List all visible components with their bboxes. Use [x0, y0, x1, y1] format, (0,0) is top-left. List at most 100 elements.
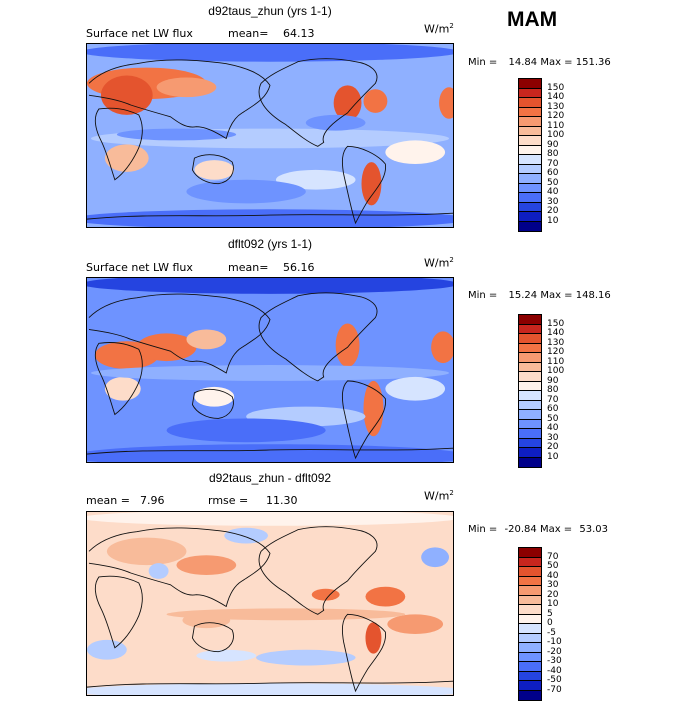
panel-3-colorbar-labels: 70 50 40 30 20 10 5 0 -5 -10 -20 -30 -40 -50 -70 — [547, 547, 577, 697]
colorbar-tick-label: 100 — [547, 366, 565, 376]
colorbar-tick-label: 10 — [547, 451, 559, 462]
season-title: MAM — [507, 8, 558, 31]
colorbar-tick-label: -70 — [547, 684, 562, 695]
colorbar-tick-label: 130 — [547, 101, 565, 112]
map-field — [87, 44, 453, 227]
panel-1-mean-label: mean= — [228, 27, 269, 40]
colorbar-swatch — [519, 576, 541, 586]
colorbar-swatch — [519, 662, 541, 672]
colorbar-tick-label: 90 — [547, 375, 559, 386]
panel-3-units: W/m2 — [424, 489, 454, 503]
panel-1-minmax: Min = 14.84 Max = 151.36 — [468, 57, 611, 68]
panel-2-min-label: Min = — [468, 290, 498, 301]
colorbar-tick-label: 40 — [547, 187, 559, 197]
colorbar-swatch — [519, 457, 541, 467]
colorbar-tick-label: 10 — [547, 599, 559, 609]
panel-2-min-value: 15.24 — [508, 290, 538, 301]
colorbar-swatch — [519, 372, 541, 382]
panel-2-title: dflt092 (yrs 1-1) — [227, 237, 313, 251]
colorbar-swatch — [519, 79, 541, 89]
colorbar-swatch — [519, 117, 541, 127]
colorbar-swatch — [519, 429, 541, 439]
panel-2-mean-label: mean= — [228, 261, 269, 274]
colorbar-swatch — [519, 381, 541, 391]
colorbar-tick-label: 110 — [547, 120, 565, 131]
colorbar-tick-label: -10 — [547, 637, 562, 647]
panel-1-min-value: 14.84 — [508, 57, 538, 68]
panel-3-rmse-label: rmse = — [208, 494, 249, 507]
panel-3-max-label: Max = — [539, 524, 573, 535]
map-field — [87, 512, 453, 695]
colorbar-tick-label: 5 — [547, 608, 553, 619]
panel-2-colorbar-labels: 150 140 130 120 110 100 90 80 70 60 50 40 30 20 10 — [547, 314, 577, 464]
panel-2-max-value: 148.16 — [575, 290, 611, 301]
colorbar-tick-label: 10 — [547, 215, 559, 226]
colorbar-tick-label: 60 — [547, 404, 559, 414]
colorbar-swatch — [519, 690, 541, 700]
colorbar-swatch — [519, 353, 541, 363]
panel-3-minmax: Min = -20.84 Max = 53.03 — [468, 524, 608, 535]
colorbar-tick-label: 150 — [547, 82, 565, 93]
colorbar-swatch — [519, 548, 541, 558]
panel-1-min-label: Min = — [468, 57, 498, 68]
panel-3-rmse-value: 11.30 — [266, 494, 298, 507]
colorbar-swatch — [519, 419, 541, 429]
colorbar-tick-label: 30 — [547, 432, 559, 443]
colorbar-swatch — [519, 557, 541, 567]
panel-1-colorbar-labels: 150 140 130 120 110 100 90 80 70 60 50 40 30 20 10 — [547, 78, 577, 228]
panel-2-units: W/m2 — [424, 256, 454, 270]
panel-2-minmax: Min = 15.24 Max = 148.16 — [468, 290, 611, 301]
colorbar-swatch — [519, 155, 541, 165]
map-field — [87, 278, 453, 462]
colorbar-swatch — [519, 438, 541, 448]
panel-2-variable-label: Surface net LW flux — [86, 261, 193, 274]
colorbar-swatch — [519, 410, 541, 420]
colorbar-swatch — [519, 652, 541, 662]
colorbar-tick-label: 50 — [547, 413, 559, 424]
colorbar-swatch — [519, 88, 541, 98]
colorbar-tick-label: -50 — [547, 675, 562, 685]
colorbar-swatch — [519, 174, 541, 184]
panel-2-colorbar — [518, 314, 542, 468]
panel-3-mean-value: 7.96 — [140, 494, 165, 507]
colorbar-tick-label: 140 — [547, 328, 565, 338]
colorbar-swatch — [519, 164, 541, 174]
colorbar-swatch — [519, 671, 541, 681]
panel-3-min-label: Min = — [468, 524, 498, 535]
panel-1-map — [86, 43, 454, 228]
colorbar-tick-label: 110 — [547, 356, 565, 367]
colorbar-tick-label: 70 — [547, 158, 559, 169]
colorbar-tick-label: 20 — [547, 442, 559, 452]
colorbar-tick-label: -30 — [547, 656, 562, 666]
panel-1-colorbar — [518, 78, 542, 232]
colorbar-tick-label: 90 — [547, 139, 559, 150]
colorbar-tick-label: 120 — [547, 111, 565, 121]
colorbar-tick-label: 30 — [547, 580, 559, 590]
colorbar-swatch — [519, 145, 541, 155]
colorbar-swatch — [519, 202, 541, 212]
colorbar-swatch — [519, 633, 541, 643]
panel-3-mean-label: mean = — [86, 494, 130, 507]
colorbar-swatch — [519, 400, 541, 410]
panel-1-variable-label: Surface net LW flux — [86, 27, 193, 40]
colorbar-tick-label: -40 — [547, 665, 562, 676]
colorbar-swatch — [519, 605, 541, 615]
colorbar-tick-label: 0 — [547, 618, 553, 628]
panel-2-map — [86, 277, 454, 463]
panel-3-max-value: 53.03 — [579, 524, 608, 535]
colorbar-swatch — [519, 362, 541, 372]
colorbar-swatch — [519, 315, 541, 325]
colorbar-swatch — [519, 334, 541, 344]
colorbar-tick-label: 40 — [547, 570, 559, 581]
panel-3-map — [86, 511, 454, 696]
panel-1-title: d92taus_zhun (yrs 1-1) — [208, 4, 332, 18]
colorbar-tick-label: 50 — [547, 561, 559, 571]
colorbar-tick-label: 40 — [547, 423, 559, 433]
colorbar-swatch — [519, 681, 541, 691]
panel-1-units: W/m2 — [424, 22, 454, 36]
colorbar-swatch — [519, 126, 541, 136]
panel-2-max-label: Max = — [540, 290, 573, 301]
colorbar-swatch — [519, 324, 541, 334]
colorbar-swatch — [519, 614, 541, 624]
colorbar-tick-label: 70 — [547, 394, 559, 405]
